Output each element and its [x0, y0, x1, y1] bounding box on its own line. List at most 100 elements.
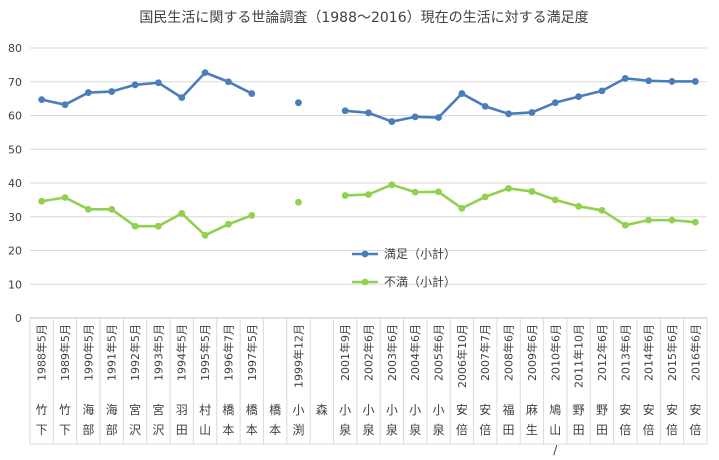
- data-point: [365, 191, 372, 198]
- series-0: [38, 69, 699, 125]
- data-point: [38, 96, 46, 104]
- data-point: [575, 202, 583, 210]
- data-point: [668, 78, 676, 85]
- pm-label: 小泉: [433, 403, 445, 437]
- x-tick-label: 2012年6月: [595, 324, 609, 381]
- pm-label: 安倍: [689, 402, 701, 437]
- data-point: [528, 109, 536, 116]
- x-tick-label: 2007年7月: [478, 324, 492, 381]
- y-tick-label: 40: [8, 177, 22, 190]
- y-axis-ticks: 0 10 20 30 40 50 60 70 80: [8, 42, 22, 325]
- data-point: [458, 204, 466, 212]
- chart-title: 国民生活に関する世論調査（1988～2016）現在の生活に対する満足度: [139, 10, 588, 26]
- x-tick-label: 2010年6月: [548, 324, 562, 381]
- pm-label: 橋本: [246, 403, 258, 437]
- y-tick-label: 60: [8, 110, 22, 123]
- pm-label: 宮沢: [129, 402, 141, 437]
- data-point: [154, 222, 162, 230]
- data-point: [295, 99, 302, 107]
- data-point: [691, 78, 699, 85]
- data-point: [108, 205, 116, 213]
- y-tick-label: 50: [8, 143, 22, 156]
- pm-label: 安倍: [643, 402, 655, 437]
- data-point: [131, 81, 139, 89]
- x-tick-label: 2008年6月: [502, 324, 516, 381]
- legend-label: 満足（小計）: [384, 246, 456, 261]
- x-tick-label: 1990年5月: [81, 324, 95, 381]
- pm-label: 小泉: [362, 403, 374, 437]
- data-point: [551, 196, 559, 204]
- pm-label: 安倍: [666, 402, 678, 437]
- data-point: [108, 88, 116, 95]
- x-tick-label: 2016年6月: [688, 324, 702, 381]
- x-tick-label: 1997年5月: [245, 324, 259, 381]
- series-line: [41, 196, 253, 237]
- data-point: [388, 118, 396, 125]
- data-point: [645, 77, 653, 85]
- data-point: [481, 102, 489, 110]
- data-point: [598, 87, 606, 95]
- data-point: [575, 93, 583, 100]
- series-line: [345, 77, 696, 123]
- y-tick-label: 70: [8, 76, 22, 89]
- legend: 満足（小計） 不満（小計）: [352, 246, 456, 289]
- y-tick-label: 10: [8, 278, 22, 291]
- x-tick-label: 2013年6月: [618, 324, 632, 381]
- data-point: [201, 231, 209, 239]
- x-tick-label: 2015年6月: [665, 324, 679, 381]
- series-1: [38, 181, 699, 239]
- pm-label: 竹下: [59, 403, 71, 437]
- legend-swatch-marker: [361, 278, 369, 286]
- pm-label: 福田: [503, 402, 515, 437]
- x-tick-label: 1996年7月: [221, 324, 235, 381]
- data-point: [435, 114, 442, 121]
- x-tick-label: 2003年6月: [385, 324, 399, 381]
- pm-label: 鳩山/菅: [549, 403, 561, 456]
- data-point: [154, 79, 162, 87]
- x-tick-label: 2002年6月: [362, 324, 376, 381]
- data-point: [598, 206, 606, 214]
- data-point: [481, 193, 489, 201]
- pm-label: 麻生: [526, 402, 538, 437]
- pm-label: 橋本: [269, 403, 281, 437]
- data-point: [411, 113, 419, 121]
- data-point: [38, 197, 46, 205]
- pm-label: 橋本: [222, 403, 234, 437]
- pm-label: 安倍: [479, 402, 491, 437]
- x-tick-label: 1992年5月: [128, 324, 142, 381]
- legend-swatch-marker: [361, 250, 369, 258]
- data-point: [621, 74, 629, 82]
- data-point: [435, 188, 442, 196]
- y-tick-label: 0: [15, 312, 22, 325]
- x-tick-label: 2005年6月: [432, 324, 446, 381]
- y-tick-label: 80: [8, 42, 22, 55]
- pm-label: 小泉: [339, 403, 351, 437]
- x-tick-label: 1988年5月: [35, 324, 49, 381]
- x-tick-label: 1993年5月: [151, 324, 165, 381]
- data-point: [178, 209, 186, 217]
- y-tick-label: 30: [8, 211, 22, 224]
- pm-label: 小泉: [386, 403, 398, 437]
- pm-label: 羽田: [176, 403, 188, 437]
- data-point: [61, 101, 69, 109]
- data-point: [248, 90, 256, 97]
- data-point: [505, 110, 512, 118]
- x-tick-label: 1994年5月: [175, 324, 189, 381]
- pm-label: 海部: [82, 402, 94, 437]
- data-point: [61, 194, 69, 201]
- data-point: [528, 188, 536, 195]
- pm-label: 小泉: [409, 403, 421, 437]
- data-point: [551, 99, 559, 107]
- pm-label: 小渕: [292, 403, 304, 437]
- data-point: [178, 94, 186, 102]
- data-point: [225, 78, 232, 86]
- data-point: [505, 185, 512, 192]
- data-point: [84, 205, 92, 213]
- x-tick-label: 1991年5月: [105, 324, 119, 381]
- data-point: [341, 192, 349, 199]
- pm-label: 安倍: [456, 402, 468, 437]
- x-tick-label: 1989年5月: [58, 324, 72, 381]
- pm-label: 村山: [199, 403, 211, 437]
